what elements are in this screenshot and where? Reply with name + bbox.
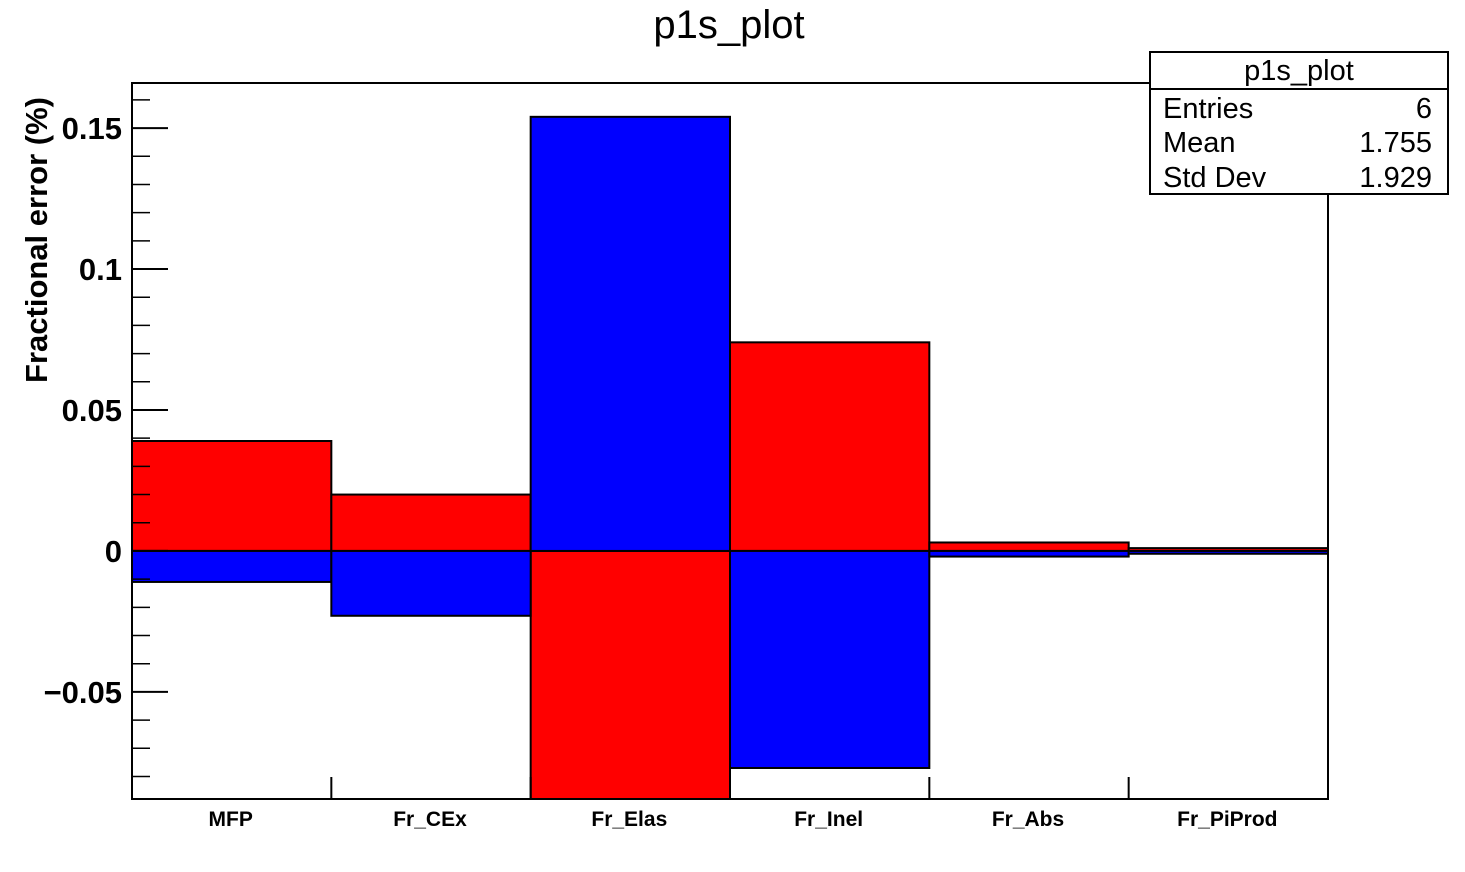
y-tick-label: 0.05: [62, 393, 122, 428]
y-axis: 0.15 0.1 0.05 0 −0.05: [44, 99, 168, 778]
stats-entries-value: 6: [1416, 93, 1432, 125]
bar-series2-fr-inel: [729, 549, 931, 769]
x-tick-label: Fr_Elas: [591, 808, 667, 831]
bar-series1-fr-abs: [928, 541, 1130, 552]
x-tick-label: Fr_PiProd: [1177, 808, 1277, 831]
x-tick-label: Fr_Abs: [992, 808, 1064, 831]
bars-group: [131, 115, 1329, 800]
bar-series2-fr-cex: [330, 549, 532, 617]
x-tick-label: MFP: [209, 808, 253, 831]
y-axis-label: Fractional error (%): [19, 97, 54, 383]
x-tick-label: Fr_Inel: [794, 808, 863, 831]
y-tick-label: 0.1: [79, 252, 122, 287]
stats-mean-label: Mean: [1163, 127, 1236, 159]
chart-title: p1s_plot: [653, 3, 804, 47]
stats-box-frame: [1149, 51, 1449, 195]
bar-series2-fr-abs: [928, 549, 1130, 558]
bar-series1-mfp: [131, 440, 333, 552]
y-tick-label: 0: [105, 534, 122, 569]
stats-box: p1s_plot Entries 6 Mean 1.755 Std Dev 1.…: [1149, 51, 1449, 195]
y-tick-label: −0.05: [44, 675, 122, 710]
stats-box-title: p1s_plot: [1244, 55, 1354, 87]
bar-series1-fr-cex: [330, 493, 532, 552]
stats-stddev-label: Std Dev: [1163, 162, 1267, 194]
bar-series2-fr-elas: [529, 115, 732, 552]
bar-series1-fr-elas: [529, 549, 732, 800]
x-tick-label: Fr_CEx: [393, 808, 467, 831]
y-tick-label: 0.15: [62, 111, 122, 146]
stats-mean-value: 1.755: [1359, 127, 1432, 159]
stats-stddev-value: 1.929: [1359, 162, 1432, 194]
bar-series1-fr-inel: [729, 341, 931, 552]
x-axis: MFP Fr_CEx Fr_Elas Fr_Inel Fr_Abs Fr_PiProd: [209, 777, 1278, 831]
bar-series2-mfp: [131, 549, 333, 583]
stats-entries-label: Entries: [1163, 93, 1253, 125]
